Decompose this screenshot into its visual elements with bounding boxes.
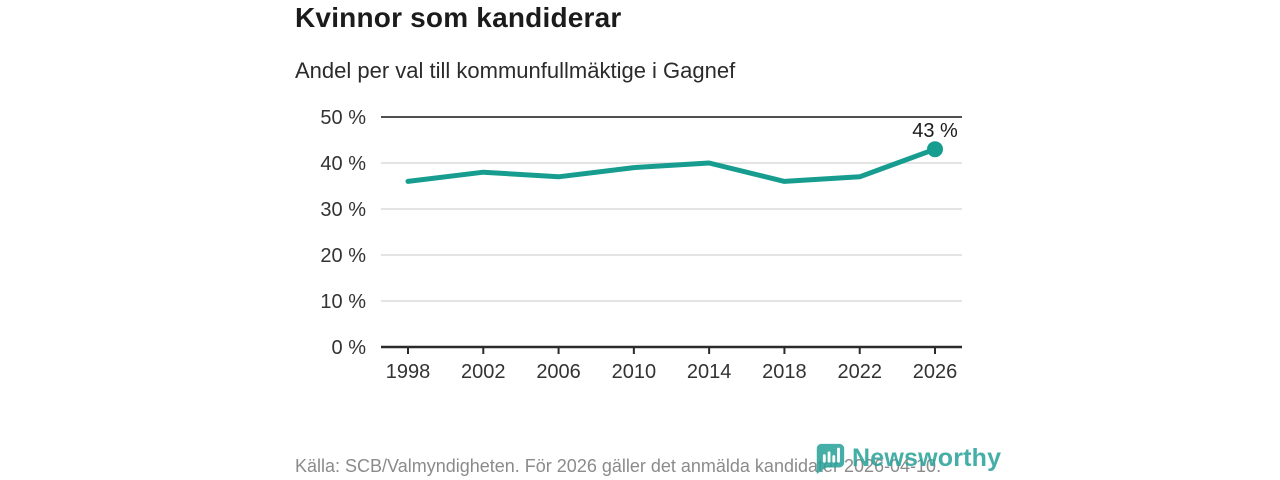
y-tick-label: 40 %: [320, 153, 366, 175]
chart-title: Kvinnor som kandiderar: [295, 2, 622, 33]
y-tick-label: 50 %: [320, 107, 366, 129]
logo-bar-2: [827, 451, 831, 463]
y-tick-label: 10 %: [320, 291, 366, 313]
x-tick-label: 2010: [612, 361, 657, 383]
y-tick-label: 0 %: [332, 337, 367, 359]
logo-bar-3: [832, 455, 836, 463]
logo-bar-1: [822, 454, 826, 463]
data-line: [405, 146, 938, 184]
end-point-label: 43 %: [912, 120, 958, 142]
y-tick-label: 30 %: [320, 199, 366, 221]
x-tick-label: 2026: [913, 361, 958, 383]
newsworthy-logo[interactable]: Newsworthy: [813, 440, 1001, 476]
logo-bar-4: [837, 447, 840, 463]
x-tick-label: 2018: [762, 361, 807, 383]
source-text: Källa: SCB/Valmyndigheten. För 2026 gäll…: [295, 456, 942, 476]
x-tick-label: 1998: [386, 361, 431, 383]
x-tick-label: 2022: [837, 361, 882, 383]
y-tick-label: 20 %: [320, 245, 366, 267]
x-tick-label: 2014: [687, 361, 732, 383]
x-tick-label: 2002: [461, 361, 506, 383]
newsworthy-bubble-chart-icon: [816, 443, 845, 475]
newsworthy-wordmark: Newsworthy: [852, 443, 1002, 472]
end-data-point: [927, 141, 943, 158]
x-tick-label: 2006: [536, 361, 581, 383]
chart-subtitle: Andel per val till kommunfullmäktige i G…: [295, 58, 736, 83]
